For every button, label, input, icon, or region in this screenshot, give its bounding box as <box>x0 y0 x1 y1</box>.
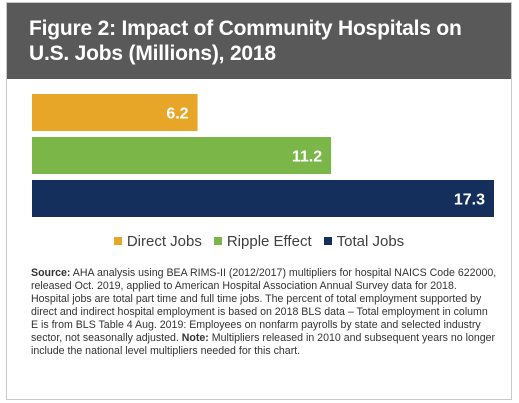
note-text: Multipliers released in 2010 and subsequ… <box>31 332 496 357</box>
source-note: Source: AHA analysis using BEA RIMS-II (… <box>31 267 497 358</box>
legend-swatch <box>323 237 332 245</box>
figure-frame: Figure 2: Impact of Community Hospitals … <box>6 2 512 400</box>
legend-label: Direct Jobs <box>126 233 202 250</box>
bar-direct-jobs <box>32 94 198 131</box>
source-text: AHA analysis using BEA RIMS-II (2012/201… <box>31 267 497 344</box>
legend-item-direct-jobs: Direct Jobs <box>113 233 202 250</box>
data-label-ripple-effect: 11.2 <box>292 149 322 166</box>
figure-header: Figure 2: Impact of Community Hospitals … <box>7 3 511 79</box>
note-label: Note: <box>181 332 209 344</box>
legend-item-ripple-effect: Ripple Effect <box>213 233 312 250</box>
legend-swatch <box>213 237 222 245</box>
legend-item-total-jobs: Total Jobs <box>323 233 405 250</box>
legend-label: Total Jobs <box>336 233 405 250</box>
bar-chart: 6.2 11.2 17.3 <box>32 94 494 217</box>
data-label-total-jobs: 17.3 <box>454 192 485 209</box>
chart-legend: Direct Jobs Ripple Effect Total Jobs <box>7 233 511 250</box>
bar-total-jobs <box>32 180 494 217</box>
legend-swatch <box>113 237 122 245</box>
data-label-direct-jobs: 6.2 <box>166 106 188 123</box>
legend-label: Ripple Effect <box>226 233 312 250</box>
bar-ripple-effect <box>32 137 332 174</box>
source-label: Source: <box>31 267 71 279</box>
figure-title: Figure 2: Impact of Community Hospitals … <box>29 17 462 65</box>
